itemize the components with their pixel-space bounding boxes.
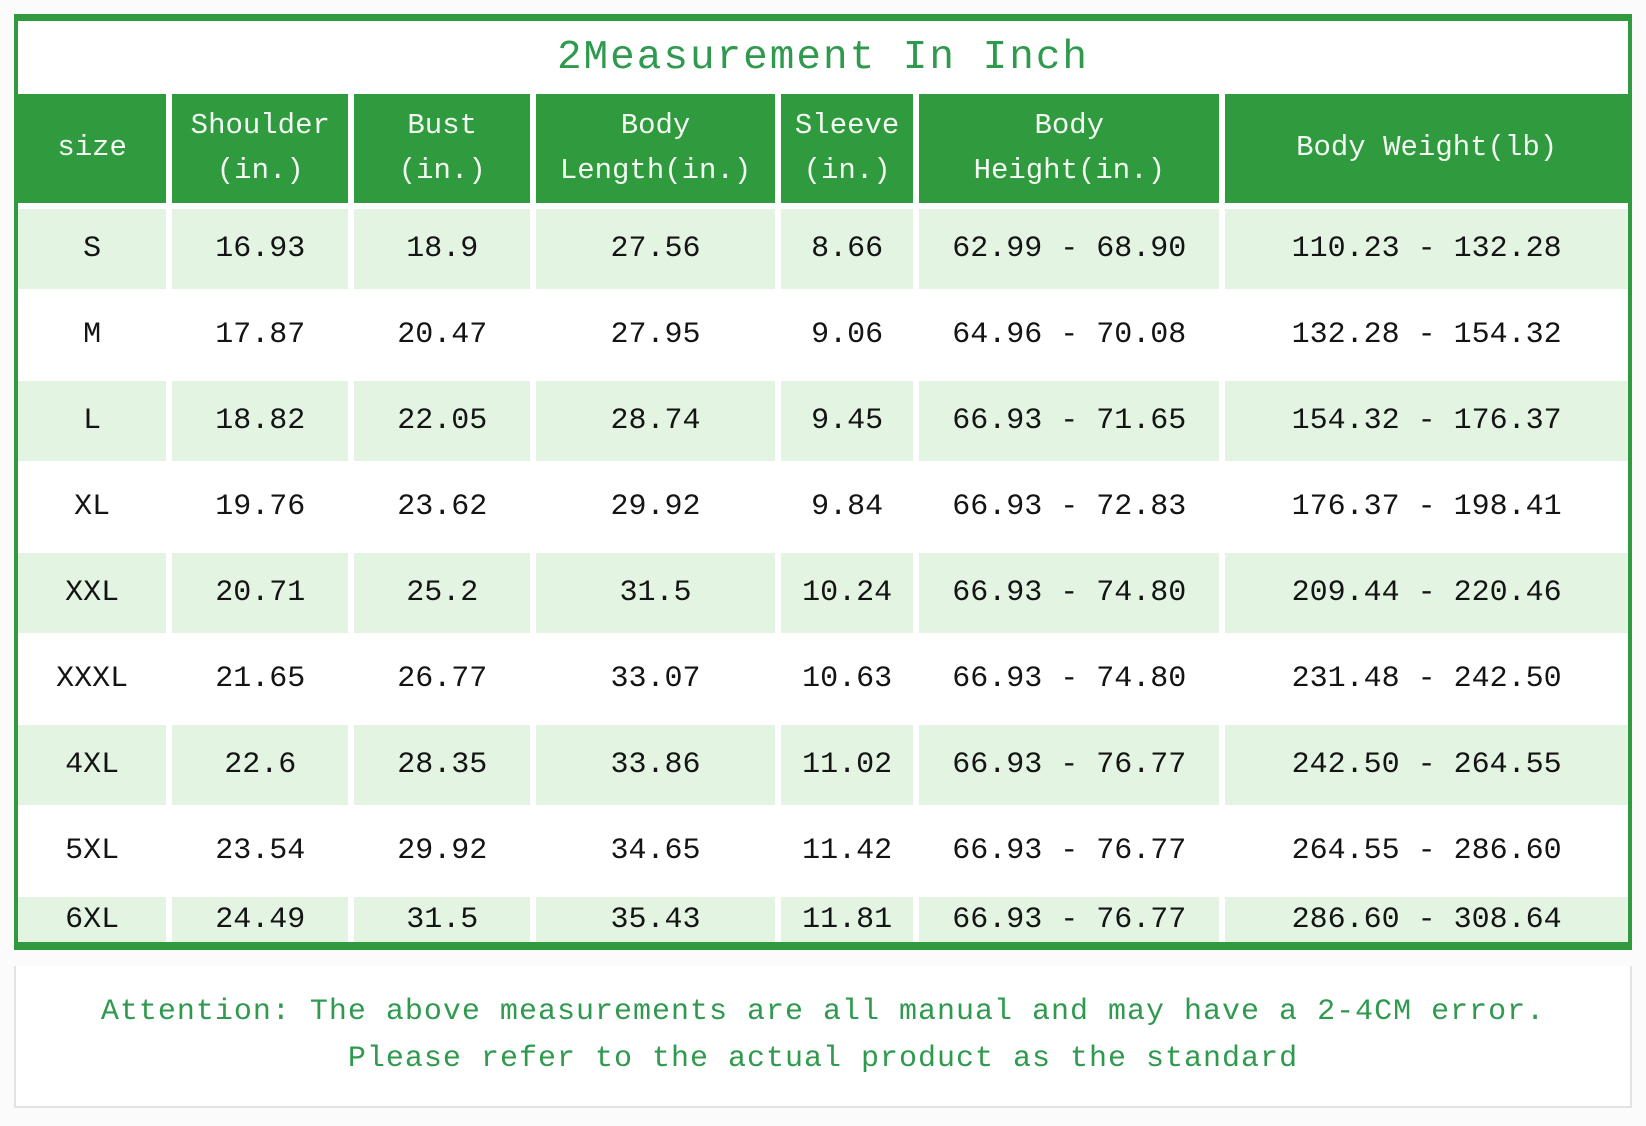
cell-body-weight: 264.55 - 286.60 bbox=[1222, 808, 1628, 897]
cell-size: M bbox=[18, 292, 173, 381]
table-row-5xl: 5XL 23.54 29.92 34.65 11.42 66.93 - 76.7… bbox=[18, 808, 1628, 897]
table-row-m: M 17.87 20.47 27.95 9.06 64.96 - 70.08 1… bbox=[18, 292, 1628, 381]
cell-body-weight: 231.48 - 242.50 bbox=[1222, 636, 1628, 725]
cell-body-weight: 286.60 - 308.64 bbox=[1222, 894, 1628, 942]
table-row-xl: XL 19.76 23.62 29.92 9.84 66.93 - 72.83 … bbox=[18, 464, 1628, 553]
cell-body-length: 33.07 bbox=[533, 636, 781, 725]
cell-sleeve: 8.66 bbox=[777, 206, 920, 295]
cell-sleeve: 9.06 bbox=[777, 292, 920, 381]
cell-body-height: 66.93 - 76.77 bbox=[916, 722, 1226, 811]
cell-shoulder: 19.76 bbox=[169, 464, 355, 553]
page-title: 2Measurement In Inch bbox=[556, 34, 1090, 81]
attention-line-1: Attention: The above measurements are al… bbox=[100, 995, 1546, 1029]
table-row-xxxl: XXXL 21.65 26.77 33.07 10.63 66.93 - 74.… bbox=[18, 636, 1628, 725]
column-header-sleeve: Sleeve (in.) bbox=[777, 94, 920, 209]
cell-bust: 18.9 bbox=[351, 206, 537, 295]
column-header-body-height: Body Height(in.) bbox=[916, 94, 1226, 209]
cell-body-weight: 176.37 - 198.41 bbox=[1222, 464, 1628, 553]
cell-size: S bbox=[18, 206, 173, 295]
cell-body-length: 28.74 bbox=[533, 378, 781, 467]
cell-bust: 20.47 bbox=[351, 292, 537, 381]
table-row-s: S 16.93 18.9 27.56 8.66 62.99 - 68.90 11… bbox=[18, 206, 1628, 295]
cell-sleeve: 11.02 bbox=[777, 722, 920, 811]
cell-shoulder: 24.49 bbox=[169, 894, 355, 942]
table-row-4xl: 4XL 22.6 28.35 33.86 11.02 66.93 - 76.77… bbox=[18, 722, 1628, 811]
table-row-xxl: XXL 20.71 25.2 31.5 10.24 66.93 - 74.80 … bbox=[18, 550, 1628, 639]
cell-body-length: 29.92 bbox=[533, 464, 781, 553]
cell-sleeve: 10.24 bbox=[777, 550, 920, 639]
cell-sleeve: 11.42 bbox=[777, 808, 920, 897]
cell-bust: 23.62 bbox=[351, 464, 537, 553]
cell-bust: 25.2 bbox=[351, 550, 537, 639]
cell-size: XXL bbox=[18, 550, 173, 639]
cell-sleeve: 11.81 bbox=[777, 894, 920, 942]
cell-bust: 29.92 bbox=[351, 808, 537, 897]
cell-body-length: 33.86 bbox=[533, 722, 781, 811]
title-band: 2Measurement In Inch bbox=[18, 21, 1628, 94]
cell-body-height: 66.93 - 74.80 bbox=[916, 636, 1226, 725]
size-chart-table: size Shoulder (in.) Bust (in.) Body Leng… bbox=[18, 94, 1628, 942]
cell-body-length: 31.5 bbox=[533, 550, 781, 639]
cell-body-height: 66.93 - 74.80 bbox=[916, 550, 1226, 639]
size-chart-box: 2Measurement In Inch size Shoulder (in.)… bbox=[14, 14, 1632, 950]
cell-sleeve: 9.45 bbox=[777, 378, 920, 467]
cell-bust: 22.05 bbox=[351, 378, 537, 467]
cell-size: 6XL bbox=[18, 894, 173, 942]
header-row: size Shoulder (in.) Bust (in.) Body Leng… bbox=[18, 94, 1628, 209]
cell-shoulder: 20.71 bbox=[169, 550, 355, 639]
cell-body-length: 35.43 bbox=[533, 894, 781, 942]
cell-size: L bbox=[18, 378, 173, 467]
cell-sleeve: 10.63 bbox=[777, 636, 920, 725]
cell-shoulder: 21.65 bbox=[169, 636, 355, 725]
cell-body-length: 27.56 bbox=[533, 206, 781, 295]
cell-size: XXXL bbox=[18, 636, 173, 725]
cell-bust: 28.35 bbox=[351, 722, 537, 811]
cell-shoulder: 17.87 bbox=[169, 292, 355, 381]
table-row-l: L 18.82 22.05 28.74 9.45 66.93 - 71.65 1… bbox=[18, 378, 1628, 467]
column-header-size: size bbox=[18, 94, 173, 209]
attention-note: Attention: The above measurements are al… bbox=[14, 966, 1632, 1108]
attention-line-2: Please refer to the actual product as th… bbox=[347, 1042, 1299, 1076]
cell-body-height: 64.96 - 70.08 bbox=[916, 292, 1226, 381]
table-row-6xl: 6XL 24.49 31.5 35.43 11.81 66.93 - 76.77… bbox=[18, 894, 1628, 942]
cell-shoulder: 18.82 bbox=[169, 378, 355, 467]
cell-body-height: 66.93 - 76.77 bbox=[916, 808, 1226, 897]
cell-size: XL bbox=[18, 464, 173, 553]
cell-bust: 26.77 bbox=[351, 636, 537, 725]
cell-sleeve: 9.84 bbox=[777, 464, 920, 553]
cell-bust: 31.5 bbox=[351, 894, 537, 942]
cell-shoulder: 23.54 bbox=[169, 808, 355, 897]
column-header-shoulder: Shoulder (in.) bbox=[169, 94, 355, 209]
cell-body-weight: 132.28 - 154.32 bbox=[1222, 292, 1628, 381]
cell-body-length: 27.95 bbox=[533, 292, 781, 381]
cell-shoulder: 22.6 bbox=[169, 722, 355, 811]
column-header-bust: Bust (in.) bbox=[351, 94, 537, 209]
cell-body-weight: 242.50 - 264.55 bbox=[1222, 722, 1628, 811]
cell-body-length: 34.65 bbox=[533, 808, 781, 897]
cell-body-weight: 209.44 - 220.46 bbox=[1222, 550, 1628, 639]
cell-body-weight: 154.32 - 176.37 bbox=[1222, 378, 1628, 467]
column-header-body-length: Body Length(in.) bbox=[533, 94, 781, 209]
cell-size: 5XL bbox=[18, 808, 173, 897]
column-header-body-weight: Body Weight(lb) bbox=[1222, 94, 1628, 209]
cell-size: 4XL bbox=[18, 722, 173, 811]
cell-body-height: 66.93 - 76.77 bbox=[916, 894, 1226, 942]
cell-body-height: 62.99 - 68.90 bbox=[916, 206, 1226, 295]
cell-body-height: 66.93 - 72.83 bbox=[916, 464, 1226, 553]
cell-shoulder: 16.93 bbox=[169, 206, 355, 295]
cell-body-height: 66.93 - 71.65 bbox=[916, 378, 1226, 467]
cell-body-weight: 110.23 - 132.28 bbox=[1222, 206, 1628, 295]
